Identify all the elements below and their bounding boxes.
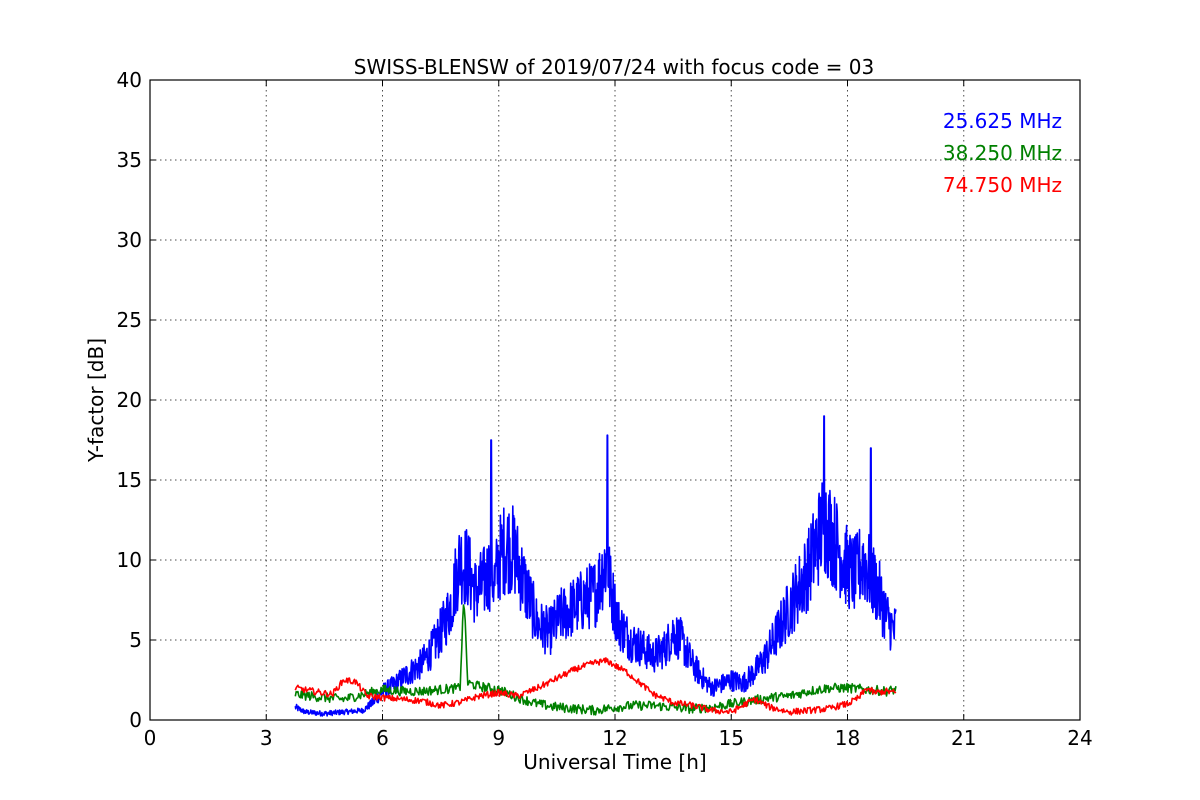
y-tick-label: 25	[117, 308, 142, 332]
x-tick-label: 0	[144, 726, 157, 750]
chart-title: SWISS-BLENSW of 2019/07/24 with focus co…	[354, 55, 875, 79]
series-line-1	[294, 604, 897, 716]
x-tick-label: 18	[835, 726, 860, 750]
y-tick-label: 10	[117, 548, 142, 572]
x-tick-label: 12	[602, 726, 627, 750]
legend-entry: 38.250 MHz	[943, 141, 1062, 165]
x-tick-label: 3	[260, 726, 273, 750]
y-tick-label: 40	[117, 68, 142, 92]
ticks: 0 3 6 9 12 15 18 21 24 0 5 10 15 20 25 30 35 40	[117, 68, 1093, 750]
legend-entry: 74.750 MHz	[943, 173, 1062, 197]
y-tick-label: 35	[117, 148, 142, 172]
x-tick-label: 15	[719, 726, 744, 750]
series-layer	[294, 415, 897, 717]
x-tick-label: 21	[951, 726, 976, 750]
y-tick-label: 30	[117, 228, 142, 252]
y-tick-label: 5	[129, 628, 142, 652]
y-tick-label: 20	[117, 388, 142, 412]
series-line-0	[294, 415, 897, 717]
x-tick-label: 6	[376, 726, 389, 750]
x-tick-label: 9	[492, 726, 505, 750]
x-tick-label: 24	[1067, 726, 1092, 750]
legend-entry: 25.625 MHz	[943, 109, 1062, 133]
grid	[150, 80, 1080, 720]
series-line-2	[294, 657, 897, 716]
legend: 25.625 MHz 38.250 MHz 74.750 MHz	[943, 109, 1062, 197]
x-axis-label: Universal Time [h]	[523, 750, 706, 774]
y-axis-label: Y-factor [dB]	[84, 338, 108, 463]
y-tick-label: 0	[129, 708, 142, 732]
y-tick-label: 15	[117, 468, 142, 492]
